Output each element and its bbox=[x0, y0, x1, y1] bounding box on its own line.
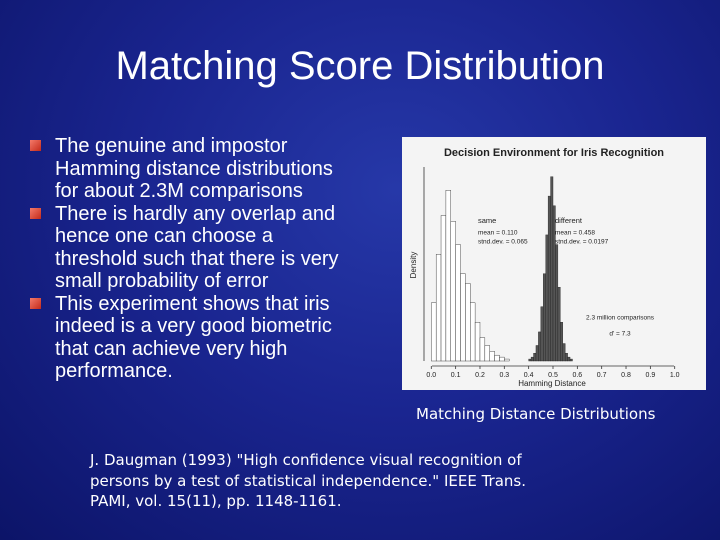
histogram-bar bbox=[470, 302, 476, 362]
bullet: This experiment shows that iris indeed is… bbox=[30, 293, 400, 383]
histogram-bar bbox=[562, 343, 566, 362]
histogram-bar bbox=[543, 273, 546, 362]
x-tick-label: 0.9 bbox=[645, 372, 655, 379]
bullet-line: threshold such that there is very bbox=[55, 247, 339, 270]
x-tick-label: 1.0 bbox=[670, 372, 680, 379]
annotation: 2.3 million comparisons bbox=[586, 315, 655, 322]
x-tick-label: 0.2 bbox=[475, 372, 485, 379]
bullet: The genuine and impostor Hamming distance… bbox=[30, 135, 400, 203]
histogram-bar bbox=[569, 358, 573, 362]
bullet-line: small probability of error bbox=[55, 270, 269, 292]
bullet-line: Hamming distance distributions bbox=[55, 157, 333, 180]
histogram-bar bbox=[530, 356, 534, 362]
citation-line: PAMI, vol. 15(11), pp. 1148-1161. bbox=[90, 492, 342, 510]
bullet-line: The genuine and impostor bbox=[55, 135, 288, 157]
bullet-line: that can achieve very high bbox=[55, 337, 288, 360]
histogram-bar bbox=[440, 215, 447, 362]
series-label: same bbox=[478, 216, 496, 225]
x-tick-label: 0.7 bbox=[597, 372, 607, 379]
x-axis-label: Hamming Distance bbox=[518, 379, 586, 388]
histogram-bar bbox=[479, 337, 486, 362]
histogram-bar bbox=[564, 353, 568, 362]
histogram-bar bbox=[431, 302, 437, 362]
figure-caption: Matching Distance Distributions bbox=[416, 405, 656, 423]
histogram-bar bbox=[557, 287, 561, 362]
histogram-bar bbox=[504, 358, 510, 362]
histogram-bar bbox=[550, 176, 554, 362]
citation-line: J. Daugman (1993) "High confidence visua… bbox=[90, 451, 522, 469]
histogram-bar bbox=[474, 321, 481, 362]
bullet-marker bbox=[30, 207, 41, 219]
histogram-bar bbox=[560, 321, 563, 362]
x-tick-label: 0.4 bbox=[524, 372, 534, 379]
series-label: different bbox=[555, 216, 583, 225]
histogram-bar bbox=[435, 254, 442, 362]
histogram-bar bbox=[445, 190, 451, 362]
x-tick-label: 0.6 bbox=[572, 372, 582, 379]
bullet-line: This experiment shows that iris bbox=[55, 292, 330, 315]
histogram-bar bbox=[533, 353, 537, 362]
bullet-marker bbox=[30, 140, 41, 151]
x-tick-label: 0.8 bbox=[621, 372, 631, 379]
bullet-line: indeed is a very good biometric bbox=[55, 315, 332, 337]
annotation: mean = 0.110 bbox=[478, 230, 518, 237]
x-tick-label: 0.0 bbox=[426, 372, 436, 379]
x-tick-label: 0.5 bbox=[548, 372, 558, 379]
annotation: stnd.dev. = 0.065 bbox=[478, 239, 528, 246]
bullet: There is hardly any overlap and hence one… bbox=[30, 203, 400, 293]
slide-title: Matching Score Distribution bbox=[115, 44, 605, 88]
histogram-bar bbox=[460, 273, 466, 362]
histogram-bar bbox=[540, 306, 544, 362]
histogram-bar bbox=[465, 283, 471, 362]
bullet-list: The genuine and impostor Hamming distance… bbox=[30, 135, 400, 383]
bullet-line: performance. bbox=[55, 360, 173, 382]
histogram-bar bbox=[547, 195, 551, 362]
annotation: stnd.dev. = 0.0197 bbox=[555, 239, 609, 246]
histogram-bar bbox=[538, 331, 542, 362]
histogram-bar bbox=[499, 356, 505, 362]
annotation: mean = 0.458 bbox=[555, 230, 595, 237]
y-axis-label: Density bbox=[409, 252, 418, 279]
histogram-bar bbox=[567, 356, 571, 362]
annotation: d' = 7.3 bbox=[609, 331, 631, 338]
citation: J. Daugman (1993) "High confidence visua… bbox=[90, 450, 526, 512]
x-tick-label: 0.3 bbox=[499, 372, 509, 379]
histogram-bar bbox=[450, 221, 456, 362]
bullet-line: for about 2.3M comparisons bbox=[55, 180, 303, 202]
histogram-bar bbox=[528, 358, 532, 362]
histogram-bar bbox=[535, 345, 539, 362]
bullet-line: There is hardly any overlap and bbox=[55, 202, 336, 225]
chart-title: Decision Environment for Iris Recognitio… bbox=[444, 147, 664, 159]
bullet-marker bbox=[30, 297, 41, 309]
bullet-line: hence one can choose a bbox=[55, 225, 273, 247]
histogram-bar bbox=[555, 244, 559, 362]
histogram-bar bbox=[484, 345, 490, 362]
x-tick-label: 0.1 bbox=[451, 372, 461, 379]
histogram-bar bbox=[494, 354, 500, 362]
citation-line: persons by a test of statistical indepen… bbox=[90, 471, 526, 490]
histogram-bar bbox=[489, 351, 495, 362]
chart: Decision Environment for Iris Recognitio… bbox=[402, 137, 706, 390]
histogram-bar bbox=[455, 244, 461, 362]
histogram-bar bbox=[545, 234, 549, 362]
